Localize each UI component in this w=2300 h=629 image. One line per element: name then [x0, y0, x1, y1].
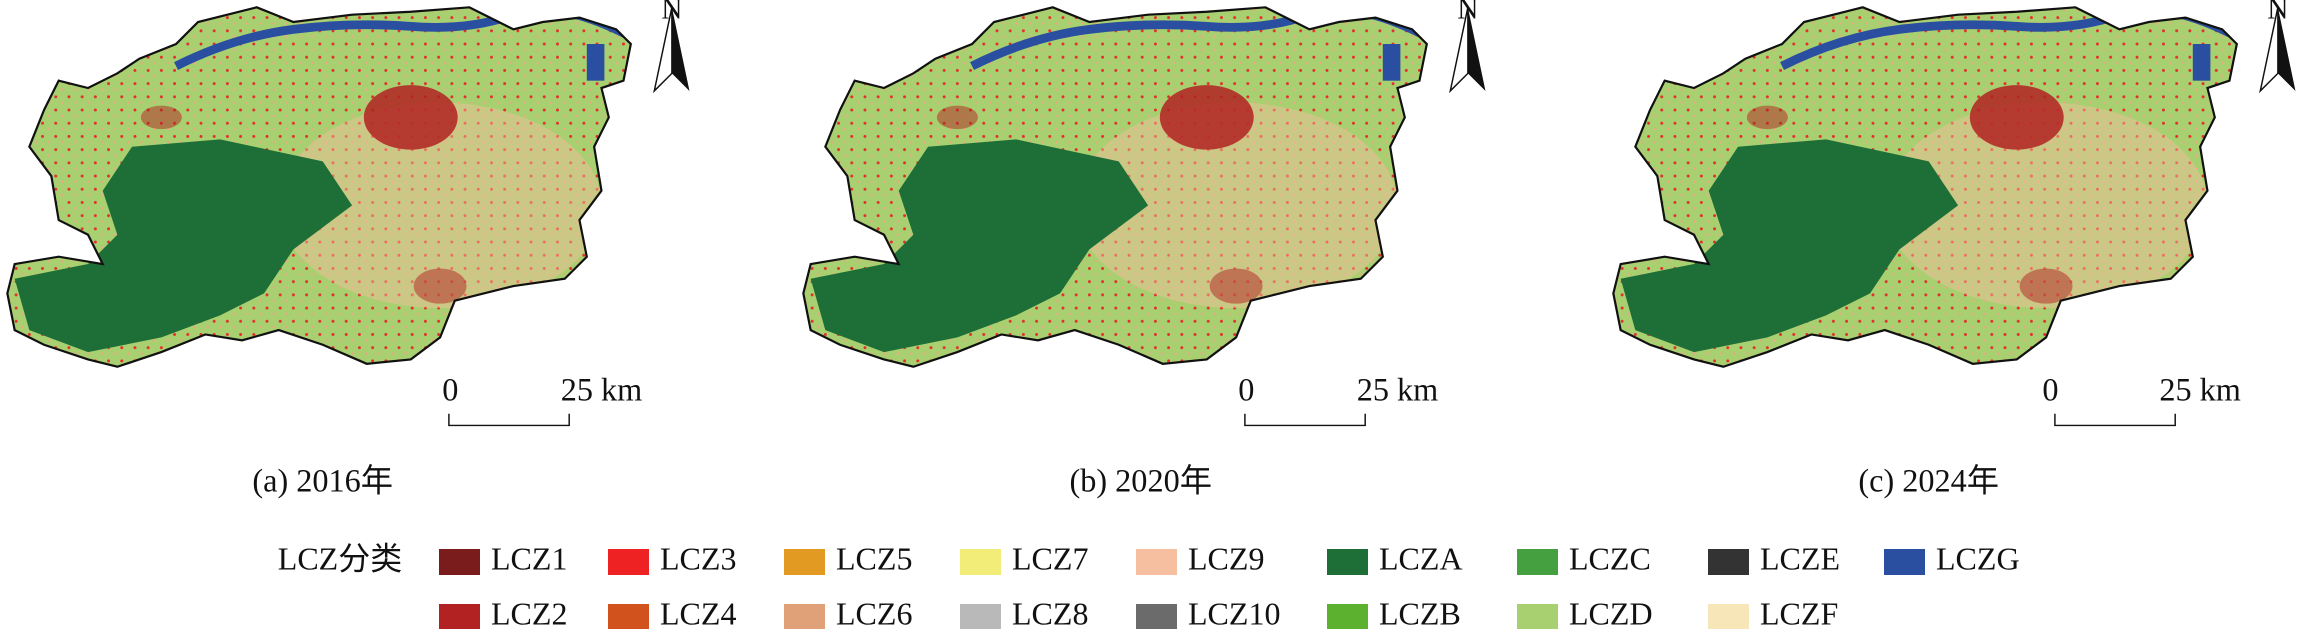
legend-swatch [1327, 549, 1368, 575]
legend-swatch [608, 604, 649, 629]
north-arrow [1449, 7, 1469, 94]
scale-label: 0 [442, 372, 458, 408]
north-arrow [2259, 7, 2279, 94]
legend-swatch [439, 604, 480, 629]
map [0, 0, 645, 381]
legend-label: LCZ9 [1188, 540, 1264, 576]
north-label: N [2267, 0, 2288, 25]
legend-swatch [1136, 604, 1177, 629]
map-panel: N 0 25 km (a) 2016年 [0, 0, 690, 499]
legend-label: LCZ1 [491, 540, 567, 576]
panel-caption: (a) 2016年 [252, 463, 393, 499]
legend-label: LCZG [1936, 540, 2020, 576]
legend-label: LCZB [1379, 595, 1461, 629]
scale-label: 25 km [1357, 372, 1439, 408]
legend-swatch [960, 604, 1001, 629]
scale-bar [448, 413, 570, 427]
legend-label: LCZ3 [660, 540, 736, 576]
north-label: N [661, 0, 682, 25]
north-arrow [1467, 7, 1486, 91]
map-panel: N 25 km 0 25 km (c) 2024年 [1606, 0, 2296, 499]
legend-label: LCZ2 [491, 595, 567, 629]
panel-caption: (b) 2020年 [1069, 463, 1212, 499]
scale-label: 25 km [2159, 372, 2241, 408]
legend-label: LCZA [1379, 540, 1463, 576]
north-arrow [671, 7, 690, 91]
legend-swatch [784, 604, 825, 629]
legend-label: LCZ6 [836, 595, 912, 629]
scale-label: 0 [1238, 372, 1254, 408]
legend-label: LCZ10 [1188, 595, 1280, 629]
north-label: N [1457, 0, 1478, 25]
legend-swatch [1136, 549, 1177, 575]
legend-swatch [1517, 604, 1558, 629]
legend-label: LCZF [1760, 595, 1838, 629]
legend-swatch [784, 549, 825, 575]
scale-bar [1244, 413, 1366, 427]
legend-swatch [1708, 549, 1749, 575]
legend-label: LCZ8 [1012, 595, 1088, 629]
legend-label: LCZD [1569, 595, 1653, 629]
legend-swatch [1708, 604, 1749, 629]
legend: LCZ分类 LCZ1 LCZ2 LCZ3 LCZ4 LCZ5 LCZ6 LCZ7 LCZ8 LC… [278, 540, 2020, 629]
legend-swatch [439, 549, 480, 575]
legend-label: LCZ5 [836, 540, 912, 576]
map [1606, 0, 2251, 381]
legend-swatch [1517, 549, 1558, 575]
north-arrow [653, 7, 673, 94]
legend-title: LCZ分类 [278, 540, 402, 576]
legend-label: LCZ4 [660, 595, 736, 629]
legend-label: LCZE [1760, 540, 1840, 576]
panel-caption: (c) 2024年 [1858, 463, 1999, 499]
legend-swatch [1327, 604, 1368, 629]
legend-swatch [960, 549, 1001, 575]
scale-label: 25 km [561, 372, 643, 408]
scale-label: 0 [2042, 372, 2058, 408]
legend-swatch [608, 549, 649, 575]
legend-swatch [1884, 549, 1925, 575]
map [796, 0, 1441, 381]
scale-bar [2054, 413, 2176, 427]
legend-label: LCZ7 [1012, 540, 1088, 576]
legend-label: LCZC [1569, 540, 1651, 576]
map-panel: N 0 25 km (b) 2020年 [796, 0, 1486, 499]
